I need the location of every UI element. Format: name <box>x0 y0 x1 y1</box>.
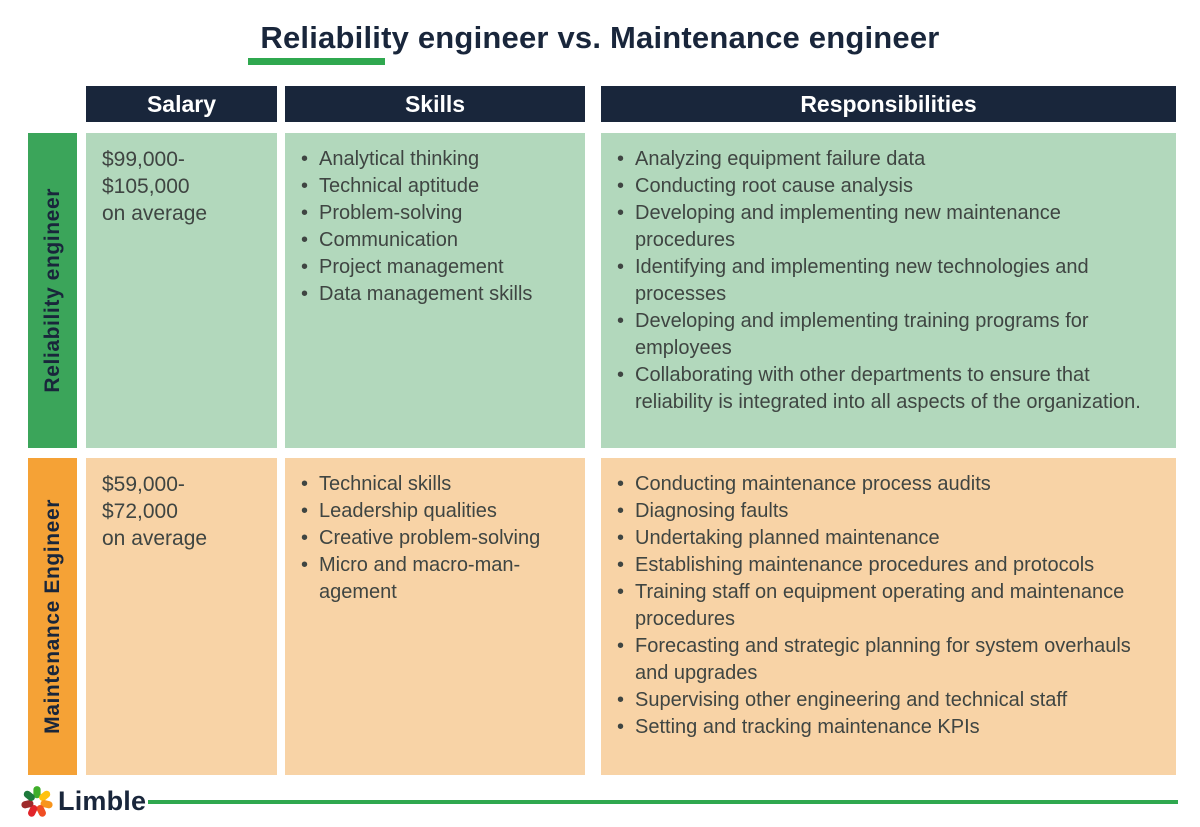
bullet-item: Communication <box>301 227 573 254</box>
row-label-text: Maintenance Engineer <box>40 499 64 734</box>
bullet-item: Supervising other engineering and techni… <box>617 687 1164 714</box>
skills-cell-reliability: Analytical thinkingTechnical aptitudePro… <box>285 133 585 448</box>
column-header-skills: Skills <box>285 86 585 122</box>
column-header-salary: Salary <box>86 86 277 122</box>
salary-value: $59,000- $72,000 on average <box>102 473 208 550</box>
salary-cell-reliability: $99,000- $105,000 on average <box>86 133 277 448</box>
bullet-item: Analytical thinking <box>301 146 573 173</box>
bullet-item: Developing and implementing new maintena… <box>617 200 1164 254</box>
bullet-item: Technical aptitude <box>301 173 573 200</box>
bullet-item: Identifying and implementing new technol… <box>617 254 1164 308</box>
bullet-item: Diagnosing faults <box>617 498 1164 525</box>
bullet-item: Forecasting and strategic planning for s… <box>617 633 1164 687</box>
page-title: Reliability engineer vs. Maintenance eng… <box>260 20 940 55</box>
bullet-item: Micro and macro-man- agement <box>301 552 573 606</box>
bullet-item: Conducting root cause analysis <box>617 173 1164 200</box>
responsibilities-list: Conducting maintenance process auditsDia… <box>617 471 1164 741</box>
bullet-item: Setting and tracking maintenance KPIs <box>617 714 1164 741</box>
bullet-item: Technical skills <box>301 471 573 498</box>
row-label-reliability-engineer: Reliability engineer <box>28 133 77 448</box>
bullet-item: Data management skills <box>301 281 573 308</box>
limble-logo-gear-icon <box>21 786 53 817</box>
salary-value: $99,000- $105,000 on average <box>102 148 208 225</box>
bullet-item: Analyzing equipment failure data <box>617 146 1164 173</box>
skills-list: Analytical thinkingTechnical aptitudePro… <box>301 146 573 308</box>
bullet-item: Leadership qualities <box>301 498 573 525</box>
bullet-item: Conducting maintenance process audits <box>617 471 1164 498</box>
limble-wordmark: Limble <box>58 786 147 816</box>
bullet-item: Establishing maintenance procedures and … <box>617 552 1164 579</box>
responsibilities-list: Analyzing equipment failure dataConducti… <box>617 146 1164 416</box>
column-header-responsibilities: Responsibilities <box>601 86 1176 122</box>
bullet-item: Undertaking planned maintenance <box>617 525 1164 552</box>
title-underline <box>248 58 385 65</box>
skills-cell-maintenance: Technical skillsLeadership qualitiesCrea… <box>285 458 585 775</box>
row-label-text: Reliability engineer <box>40 188 64 393</box>
bullet-item: Collaborating with other departments to … <box>617 362 1164 416</box>
row-label-maintenance-engineer: Maintenance Engineer <box>28 458 77 775</box>
bullet-item: Developing and implementing training pro… <box>617 308 1164 362</box>
salary-cell-maintenance: $59,000- $72,000 on average <box>86 458 277 775</box>
bullet-item: Creative problem-solving <box>301 525 573 552</box>
bullet-item: Training staff on equipment operating an… <box>617 579 1164 633</box>
footer-divider-line <box>148 800 1178 804</box>
bullet-item: Problem-solving <box>301 200 573 227</box>
responsibilities-cell-maintenance: Conducting maintenance process auditsDia… <box>601 458 1176 775</box>
skills-list: Technical skillsLeadership qualitiesCrea… <box>301 471 573 606</box>
responsibilities-cell-reliability: Analyzing equipment failure dataConducti… <box>601 133 1176 448</box>
bullet-item: Project management <box>301 254 573 281</box>
